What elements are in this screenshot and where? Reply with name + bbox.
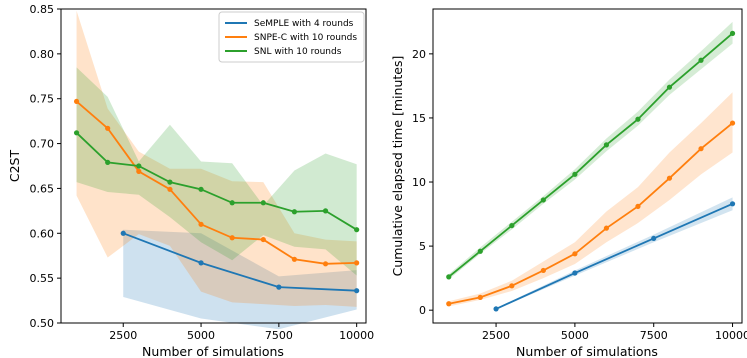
y-ticks: 0.50 0.55 0.60 0.65 0.70 0.75 0.80 0.85 [30, 3, 61, 330]
elapsed-time-panel: 2500 5000 7500 10000 0 5 10 15 20 Number of sim… [390, 8, 747, 358]
point-series-2 [635, 116, 641, 122]
y-tick-label: 0.65 [30, 182, 55, 195]
line-series-0 [122, 232, 357, 292]
point-series-1 [572, 251, 578, 257]
series-lines [73, 98, 360, 294]
band-series-1 [76, 10, 357, 307]
x-axis-label: Number of simulations [142, 344, 284, 358]
point-series-0 [651, 235, 657, 242]
y-tick-label: 0.70 [30, 138, 55, 151]
y-tick-label: 0.80 [30, 48, 55, 61]
point-series-1 [136, 168, 142, 174]
c2st-panel: 2500 5000 7500 10000 0.500.550.600.650.700.… [7, 3, 374, 358]
legend-box [218, 11, 365, 63]
band-series-2 [76, 67, 357, 276]
y-axis-label: Cumulative elapsed time [minutes] [390, 56, 405, 277]
point-series-2 [73, 130, 80, 136]
point-series-1 [509, 283, 515, 289]
x-tick-label: 7500 [265, 329, 293, 342]
legend-label-semple: SeMPLE with 4 rounds [254, 19, 354, 29]
point-series-1 [322, 261, 329, 267]
x-tick-label: 5000 [187, 329, 215, 342]
line-series-1 [448, 122, 734, 305]
point-series-2 [229, 200, 235, 206]
y-tick-label: 15 [412, 112, 426, 125]
series-lines [446, 30, 736, 312]
point-series-2 [291, 209, 298, 215]
point-series-2 [477, 248, 483, 254]
point-series-0 [276, 284, 282, 290]
y-axis-label: C2ST [7, 150, 22, 183]
x-tick-label: 10000 [339, 329, 374, 342]
point-series-2 [136, 163, 142, 169]
point-series-2 [105, 159, 111, 166]
plot-frame [432, 8, 743, 324]
x-tick-label: 7500 [640, 329, 668, 342]
x-tick-label: 5000 [561, 329, 589, 342]
y-tick-label: 0 [419, 304, 426, 317]
point-series-2 [198, 186, 204, 192]
point-series-0 [198, 260, 204, 266]
point-series-2 [603, 142, 610, 148]
point-series-1 [477, 294, 483, 300]
point-series-2 [260, 200, 266, 206]
point-series-0 [729, 201, 736, 207]
y-tick-label: 0.55 [30, 272, 55, 285]
point-series-1 [105, 125, 111, 131]
point-series-2 [540, 197, 546, 203]
point-series-1 [729, 120, 736, 126]
point-series-0 [354, 288, 360, 294]
point-series-2 [167, 179, 173, 185]
y-tick-label: 0.50 [30, 317, 55, 330]
point-series-1 [698, 146, 704, 152]
y-tick-label: 0.60 [30, 227, 55, 240]
point-series-1 [446, 301, 452, 307]
point-series-1 [167, 186, 173, 192]
legend-label-snl: SNL with 10 rounds [254, 47, 342, 57]
point-series-1 [540, 267, 546, 274]
y-ticks: 0 5 10 15 20 [412, 48, 433, 317]
y-tick-label: 20 [412, 48, 426, 61]
point-series-0 [120, 230, 126, 236]
point-series-2 [572, 171, 578, 177]
y-tick-label: 10 [412, 176, 426, 189]
point-series-1 [666, 175, 673, 181]
x-tick-label: 10000 [715, 329, 747, 342]
y-tick-label: 0.85 [30, 3, 55, 16]
legend: SeMPLE with 4 rounds SNPE-C with 10 roun… [218, 11, 365, 63]
point-series-0 [572, 270, 578, 276]
point-series-2 [666, 84, 673, 90]
point-series-1 [73, 98, 80, 105]
point-series-0 [493, 306, 499, 312]
line-series-2 [448, 32, 734, 278]
line-series-2 [75, 132, 358, 231]
x-tick-label: 2500 [109, 329, 137, 342]
y-tick-label: 0.75 [30, 93, 55, 106]
point-series-1 [229, 235, 235, 241]
point-series-1 [260, 236, 266, 243]
x-tick-label: 2500 [482, 329, 510, 342]
x-ticks: 2500 5000 7500 10000 [109, 323, 374, 342]
line-series-0 [495, 202, 733, 310]
band-series-1 [448, 92, 733, 307]
x-ticks: 2500 5000 7500 10000 [482, 323, 747, 342]
line-series-1 [75, 100, 357, 265]
point-series-1 [635, 203, 641, 209]
point-series-1 [603, 225, 610, 231]
point-series-1 [198, 221, 204, 227]
y-tick-label: 5 [419, 240, 426, 253]
legend-label-snpe: SNPE-C with 10 rounds [254, 33, 357, 43]
point-series-2 [729, 30, 736, 36]
point-series-1 [291, 256, 298, 262]
point-series-2 [322, 208, 329, 214]
plot-frame [60, 8, 367, 324]
point-series-1 [354, 260, 360, 266]
x-axis-label: Number of simulations [516, 344, 658, 358]
point-series-2 [446, 274, 452, 280]
point-series-2 [509, 222, 515, 229]
point-series-2 [698, 57, 704, 63]
point-series-2 [354, 227, 360, 233]
